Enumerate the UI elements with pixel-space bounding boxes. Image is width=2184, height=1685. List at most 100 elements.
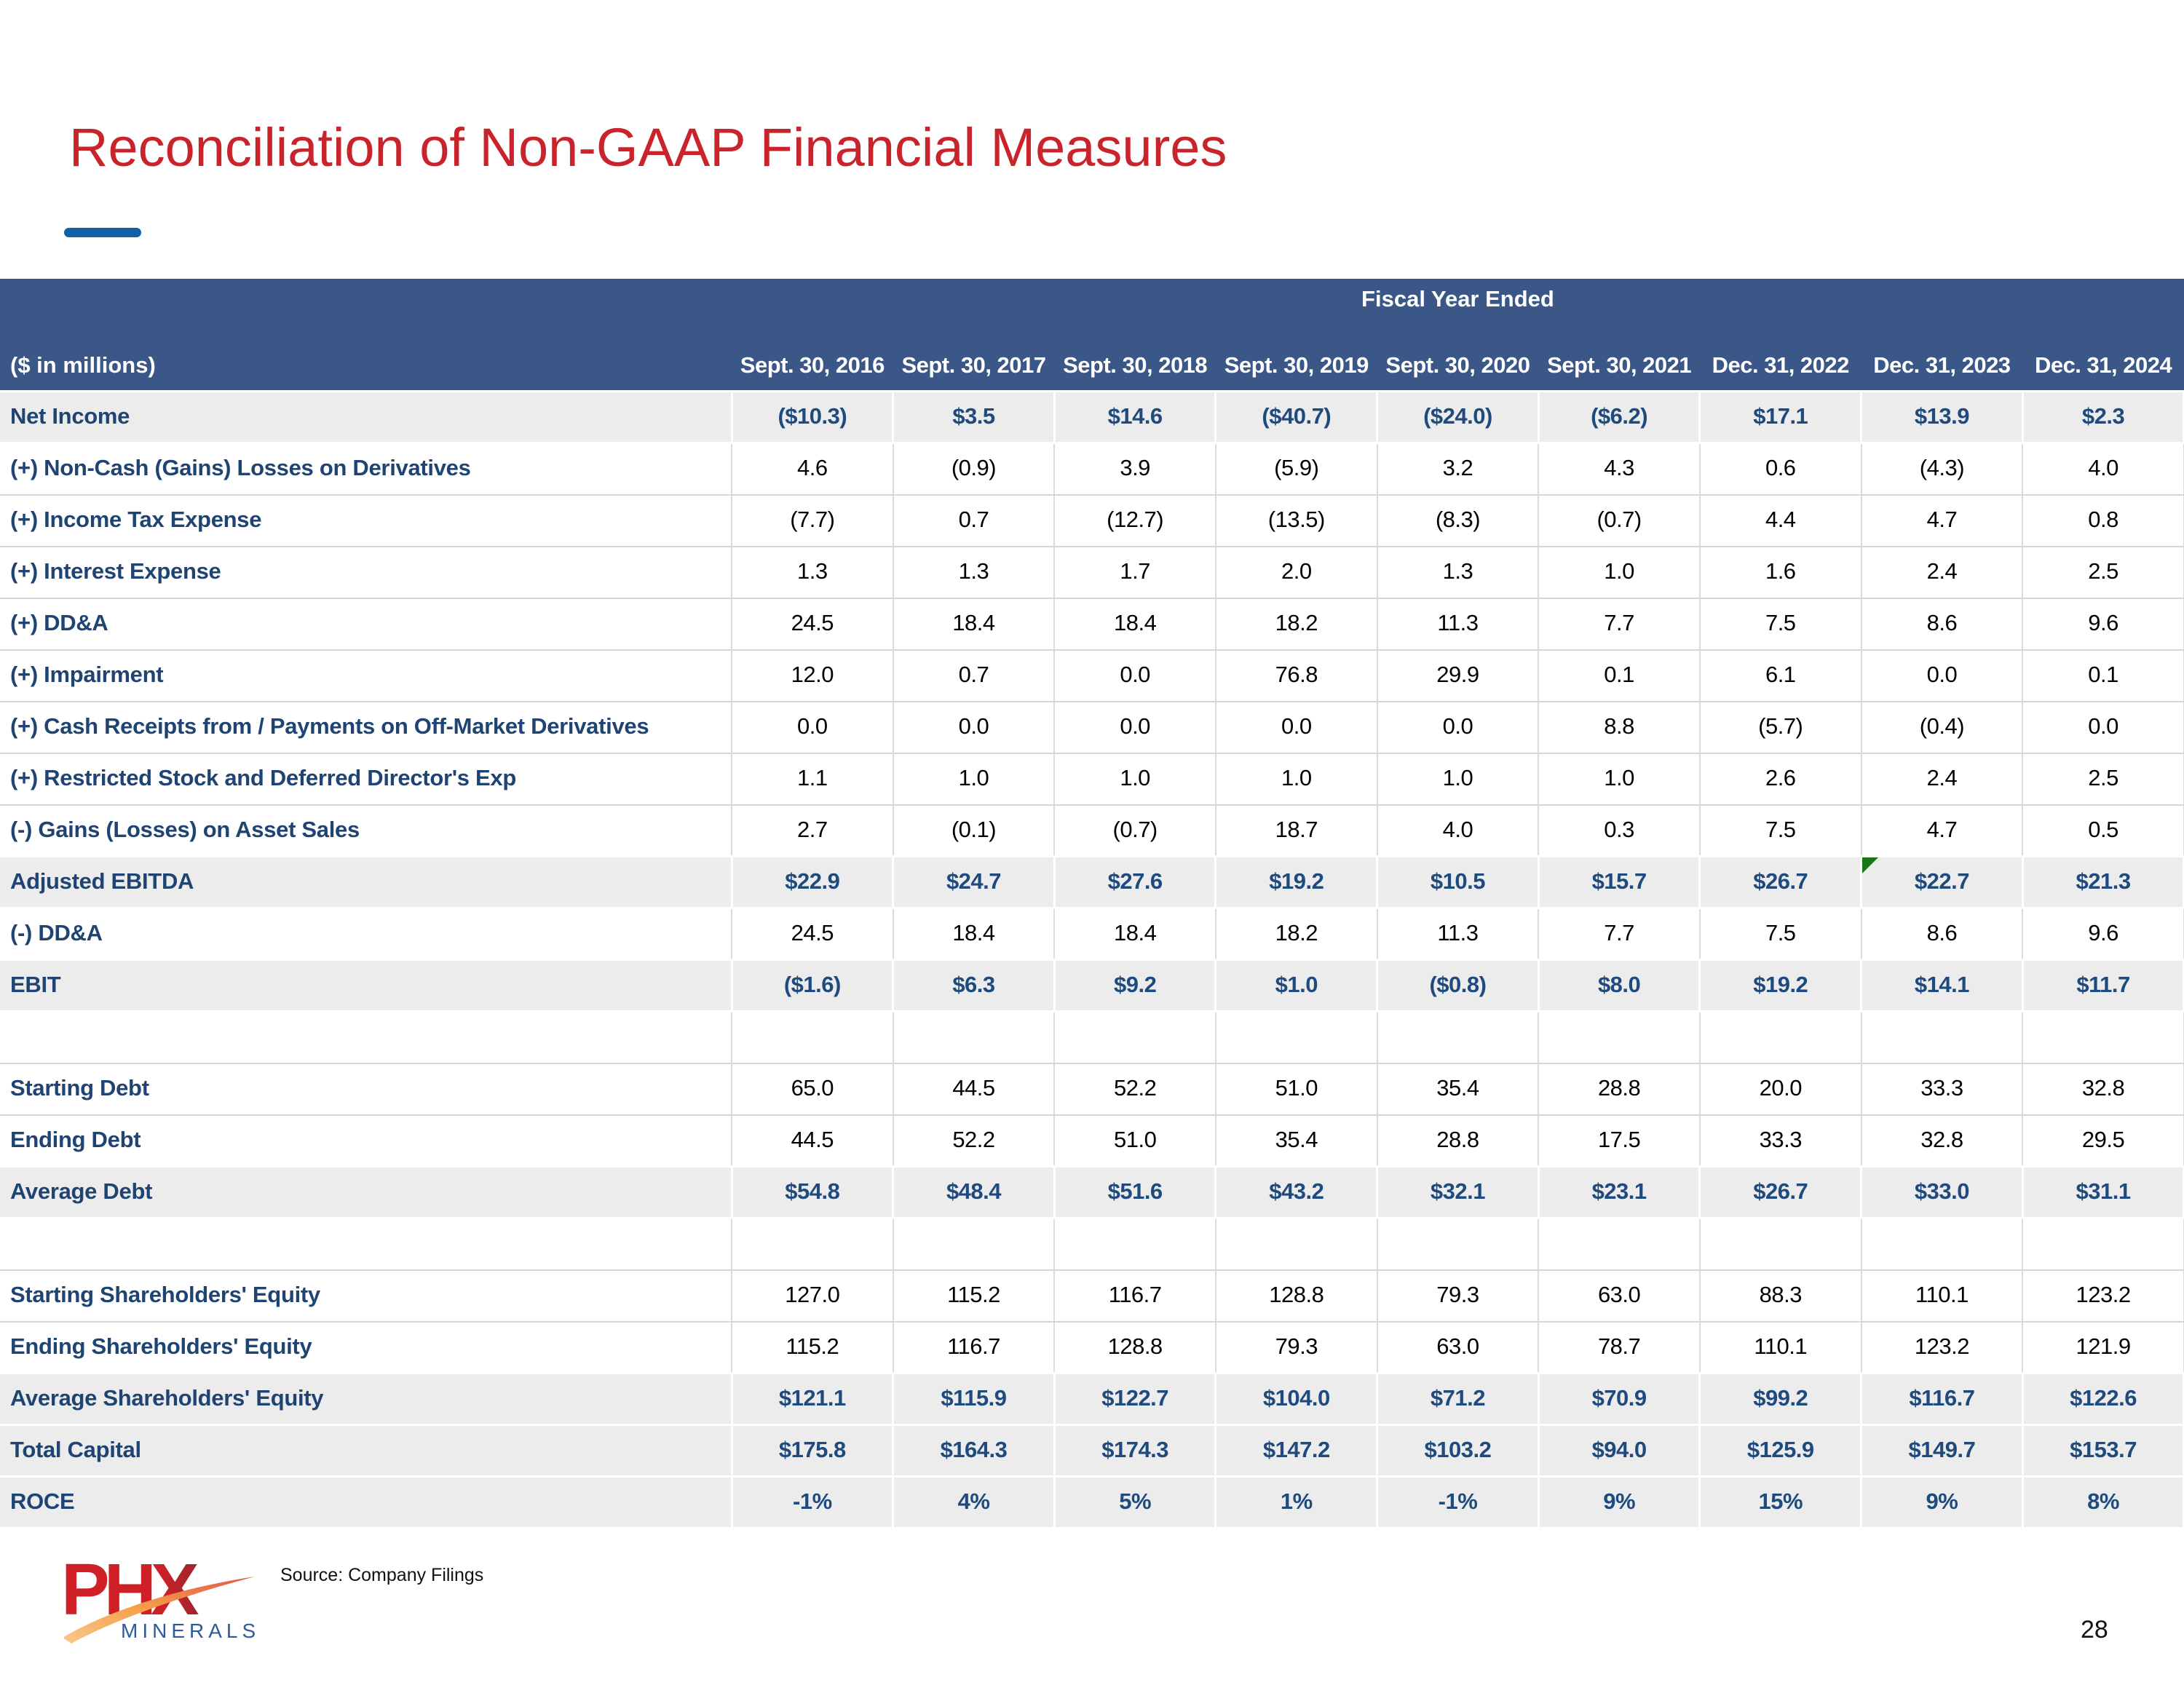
- column-header: Sept. 30, 2020: [1377, 322, 1539, 392]
- table-cell: 2.7: [732, 804, 894, 857]
- table-cell: $1.0: [1215, 959, 1379, 1012]
- table-cell: (0.9): [893, 442, 1056, 496]
- table-cell: 123.2: [2022, 1269, 2184, 1323]
- column-header: Dec. 31, 2023: [1861, 322, 2023, 392]
- table-cell: [2022, 1010, 2184, 1064]
- table-cell: 9.6: [2022, 907, 2184, 961]
- table-cell: 1.0: [1054, 752, 1216, 806]
- table-cell: [1538, 1010, 1701, 1064]
- column-header: Sept. 30, 2019: [1215, 322, 1377, 392]
- table-row: (+) Non-Cash (Gains) Losses on Derivativ…: [0, 442, 2184, 496]
- table-cell: $26.7: [1699, 855, 1863, 909]
- table-row: (+) Income Tax Expense (7.7) 0.7 (12.7) (13.…: [0, 493, 2184, 547]
- table-cell: 127.0: [732, 1269, 894, 1323]
- table-cell: $99.2: [1699, 1372, 1863, 1426]
- table-cell: $147.2: [1215, 1424, 1379, 1478]
- table-cell: 33.3: [1861, 1062, 2024, 1116]
- table-cell: 2.5: [2022, 545, 2184, 599]
- table-cell: $10.5: [1377, 855, 1540, 909]
- table-row: Adjusted EBITDA $22.9 $24.7 $27.6 $19.2 $10.5…: [0, 855, 2184, 909]
- table-cell: [1054, 1217, 1216, 1271]
- table-cell: (0.7): [1054, 804, 1216, 857]
- table-cell: ($6.2): [1538, 390, 1701, 444]
- table-cell: $24.7: [893, 855, 1056, 909]
- table-cell: 4.7: [1861, 493, 2024, 547]
- table-cell: [1861, 1010, 2024, 1064]
- table-cell: 17.5: [1538, 1114, 1701, 1167]
- row-label: (-) DD&A: [0, 907, 732, 961]
- table-cell: $48.4: [893, 1165, 1056, 1219]
- table-cell: 12.0: [732, 649, 894, 702]
- column-header: Dec. 31, 2024: [2022, 322, 2184, 392]
- row-label: Starting Debt: [0, 1062, 732, 1116]
- table-cell: 29.5: [2022, 1114, 2184, 1167]
- table-cell: [1538, 1217, 1701, 1271]
- table-cell: 4%: [893, 1475, 1056, 1529]
- table-cell: 44.5: [893, 1062, 1056, 1116]
- table-row: Ending Debt 44.5 52.2 51.0 35.4 28.8 17.5 33.3 3…: [0, 1114, 2184, 1167]
- row-label: Average Debt: [0, 1165, 733, 1219]
- table-cell: 63.0: [1377, 1320, 1540, 1374]
- table-cell: 0.1: [2022, 649, 2184, 702]
- table-cell: 128.8: [1054, 1320, 1216, 1374]
- table-cell: 5%: [1054, 1475, 1217, 1529]
- table-cell: 7.5: [1699, 907, 1862, 961]
- table-row: Ending Shareholders' Equity 115.2 116.7 128…: [0, 1320, 2184, 1374]
- row-label: Ending Shareholders' Equity: [0, 1320, 732, 1374]
- table-cell: 1.0: [893, 752, 1056, 806]
- table-cell: 115.2: [893, 1269, 1056, 1323]
- row-label: (-) Gains (Losses) on Asset Sales: [0, 804, 732, 857]
- comment-flag-icon: [1862, 857, 1879, 873]
- table-row: Average Shareholders' Equity $121.1 $115.9…: [0, 1372, 2184, 1426]
- table-cell: $8.0: [1538, 959, 1701, 1012]
- fiscal-year-ended-header: Fiscal Year Ended: [732, 279, 2184, 322]
- table-cell: 110.1: [1861, 1269, 2024, 1323]
- table-cell: 20.0: [1699, 1062, 1862, 1116]
- table-cell: 123.2: [1861, 1320, 2024, 1374]
- table-cell: 4.0: [2022, 442, 2184, 496]
- table-cell: 78.7: [1538, 1320, 1701, 1374]
- table-row: (-) DD&A 24.5 18.4 18.4 18.2 11.3 7.7 7.5 8.6 9.6: [0, 907, 2184, 961]
- table-cell: 4.3: [1538, 442, 1701, 496]
- table-cell: 0.0: [1861, 649, 2024, 702]
- title-accent-dash: [64, 228, 141, 237]
- table-cell: 18.4: [893, 907, 1056, 961]
- table-cell: $43.2: [1215, 1165, 1379, 1219]
- table-cell: $115.9: [893, 1372, 1056, 1426]
- reconciliation-table: Fiscal Year Ended ($ in millions) Sept. …: [0, 279, 2184, 1529]
- table-cell: [1861, 1217, 2024, 1271]
- table-cell: 52.2: [893, 1114, 1056, 1167]
- table-cell: 8.8: [1538, 700, 1701, 754]
- table-cell: 51.0: [1054, 1114, 1216, 1167]
- table-cell: 35.4: [1215, 1114, 1378, 1167]
- logo-phx-text: PHX: [64, 1549, 199, 1630]
- row-label: (+) Restricted Stock and Deferred Direct…: [0, 752, 732, 806]
- table-cell: [1377, 1010, 1540, 1064]
- table-cell: [2022, 1217, 2184, 1271]
- table-cell: 2.4: [1861, 545, 2024, 599]
- table-cell: 88.3: [1699, 1269, 1862, 1323]
- table-cell: 1.3: [893, 545, 1056, 599]
- phx-minerals-logo: PHX MINERALS: [61, 1549, 261, 1647]
- table-cell: $9.2: [1054, 959, 1217, 1012]
- table-cell: 4.0: [1377, 804, 1540, 857]
- table-cell: $23.1: [1538, 1165, 1701, 1219]
- table-row: [0, 1217, 2184, 1271]
- table-row: Total Capital $175.8 $164.3 $174.3 $147.2 $10…: [0, 1424, 2184, 1478]
- table-cell: 11.3: [1377, 907, 1540, 961]
- table-row: (+) DD&A 24.5 18.4 18.4 18.2 11.3 7.7 7.5 8.6 9.6: [0, 597, 2184, 651]
- table-cell: 0.0: [1054, 700, 1216, 754]
- table-cell: $26.7: [1699, 1165, 1863, 1219]
- table-cell: $2.3: [2022, 390, 2184, 444]
- units-label: ($ in millions): [0, 322, 732, 392]
- table-cell: [732, 1010, 894, 1064]
- column-header: Sept. 30, 2017: [893, 322, 1055, 392]
- table-column-header-row: ($ in millions) Sept. 30, 2016 Sept. 30, …: [0, 322, 2184, 392]
- table-cell: 15%: [1699, 1475, 1863, 1529]
- table-cell: 4.4: [1699, 493, 1862, 547]
- row-label: [0, 1217, 732, 1271]
- table-cell: (5.7): [1699, 700, 1862, 754]
- table-cell: $14.6: [1054, 390, 1217, 444]
- table-cell: (13.5): [1215, 493, 1378, 547]
